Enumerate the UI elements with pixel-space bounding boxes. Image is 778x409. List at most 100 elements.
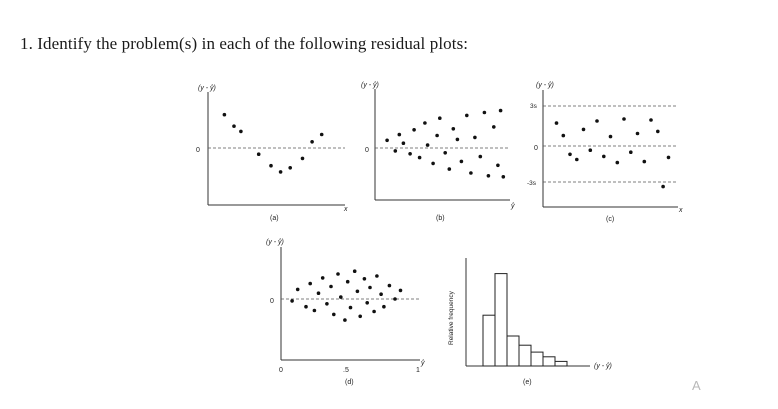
scatter-point (372, 309, 376, 314)
scatter-point (329, 284, 333, 289)
scatter-point (222, 112, 227, 117)
panel-a-xlabel: x (343, 206, 348, 213)
scatter-point (666, 155, 671, 160)
panel-c-ylabel: (y - ŷ) (536, 82, 554, 89)
panel-b-caption: (b) (436, 215, 445, 222)
panel-e-caption: (e) (523, 379, 532, 386)
scatter-point (393, 297, 397, 301)
scatter-point (473, 135, 477, 140)
panel-b-xlabel: ŷ (510, 203, 515, 210)
panel-b-ylabel: (y - ŷ) (361, 82, 379, 89)
panel-d-caption: (d) (345, 379, 354, 386)
scatter-point (581, 127, 586, 132)
scatter-point (304, 304, 308, 309)
scatter-point (393, 149, 398, 153)
scatter-point (368, 285, 372, 290)
scatter-point (642, 159, 647, 164)
scatter-point (348, 305, 353, 310)
scatter-point (438, 116, 442, 120)
scatter-point (588, 148, 593, 152)
panel-c-3s-label: 3s (530, 103, 538, 110)
panel-c-caption: (c) (606, 216, 614, 223)
scatter-point (319, 132, 324, 137)
scatter-point (496, 163, 500, 168)
scatter-point (443, 151, 448, 155)
panel-c-neg3s-label: -3s (527, 180, 537, 187)
scatter-point (465, 113, 469, 118)
panel-e-ylabel: Relative frequency (448, 290, 455, 345)
histogram-bar (518, 344, 532, 367)
scatter-point (469, 171, 473, 175)
panel-b: (y - ŷ) 0 ŷ (b) (361, 82, 515, 222)
scatter-point (295, 287, 300, 292)
scatter-point (362, 277, 367, 281)
scatter-point (486, 174, 491, 178)
scatter-point (398, 288, 403, 293)
scatter-point (455, 137, 460, 142)
scatter-point (365, 301, 370, 305)
histogram-bar (482, 314, 496, 367)
scatter-point (352, 269, 357, 274)
scatter-point (256, 152, 261, 156)
scatter-point (290, 299, 294, 303)
scatter-point (288, 166, 293, 170)
panel-c-zero-label: 0 (534, 145, 538, 152)
scatter-point (312, 308, 317, 313)
scatter-point (269, 163, 273, 168)
scatter-point (602, 154, 606, 159)
scatter-point (622, 117, 626, 121)
scatter-point (554, 121, 559, 125)
scatter-point (385, 138, 389, 143)
scatter-point (568, 152, 572, 157)
scatter-point (417, 155, 422, 160)
scatter-point (355, 289, 360, 294)
scatter-point (375, 274, 379, 278)
scatter-point (501, 175, 506, 179)
scatter-point (478, 154, 483, 159)
panel-d-zero-label: 0 (270, 298, 274, 305)
panel-a-caption: (a) (270, 215, 279, 222)
histogram-bar (542, 356, 556, 367)
scatter-point (336, 272, 340, 276)
scatter-point (459, 159, 464, 164)
scatter-point (239, 129, 243, 134)
scatter-point (379, 292, 383, 297)
panel-a: (y - ŷ) 0 x (a) (196, 85, 348, 222)
scatter-point (482, 110, 487, 115)
scatter-point (278, 170, 283, 174)
scatter-point (397, 132, 402, 137)
panel-b-points (385, 108, 506, 179)
panel-d-x1-label: 1 (416, 367, 420, 374)
scatter-point (656, 129, 660, 134)
scatter-point (401, 141, 406, 145)
scatter-point (408, 152, 412, 156)
scatter-point (425, 143, 430, 147)
scatter-point (492, 125, 496, 129)
scatter-point (608, 134, 613, 139)
scatter-point (649, 118, 653, 122)
scatter-point (451, 127, 456, 131)
panel-d-xlabel: ŷ (420, 360, 425, 367)
scatter-point (232, 124, 236, 128)
panel-c: (y - ŷ) 3s 0 -3s x (c) (527, 82, 683, 223)
histogram-bar (554, 360, 568, 367)
panel-c-points (554, 117, 671, 189)
scatter-point (431, 161, 435, 166)
scatter-point (310, 140, 314, 144)
scatter-point (435, 133, 439, 138)
scatter-point (325, 302, 329, 306)
scatter-point (316, 291, 321, 296)
panel-a-points (222, 112, 324, 174)
scatter-point (561, 133, 566, 138)
panel-c-xlabel: x (678, 207, 683, 214)
scatter-point (635, 131, 640, 136)
scatter-point (358, 314, 363, 319)
scatter-point (339, 295, 343, 299)
panel-d-xhalf-label: .5 (343, 367, 349, 374)
scatter-point (345, 279, 350, 284)
panel-b-zero-label: 0 (365, 147, 369, 154)
scatter-point (575, 157, 579, 162)
panel-e: Relative frequency (y - ŷ) (e) (448, 258, 612, 386)
panel-a-zero-label: 0 (196, 147, 200, 154)
